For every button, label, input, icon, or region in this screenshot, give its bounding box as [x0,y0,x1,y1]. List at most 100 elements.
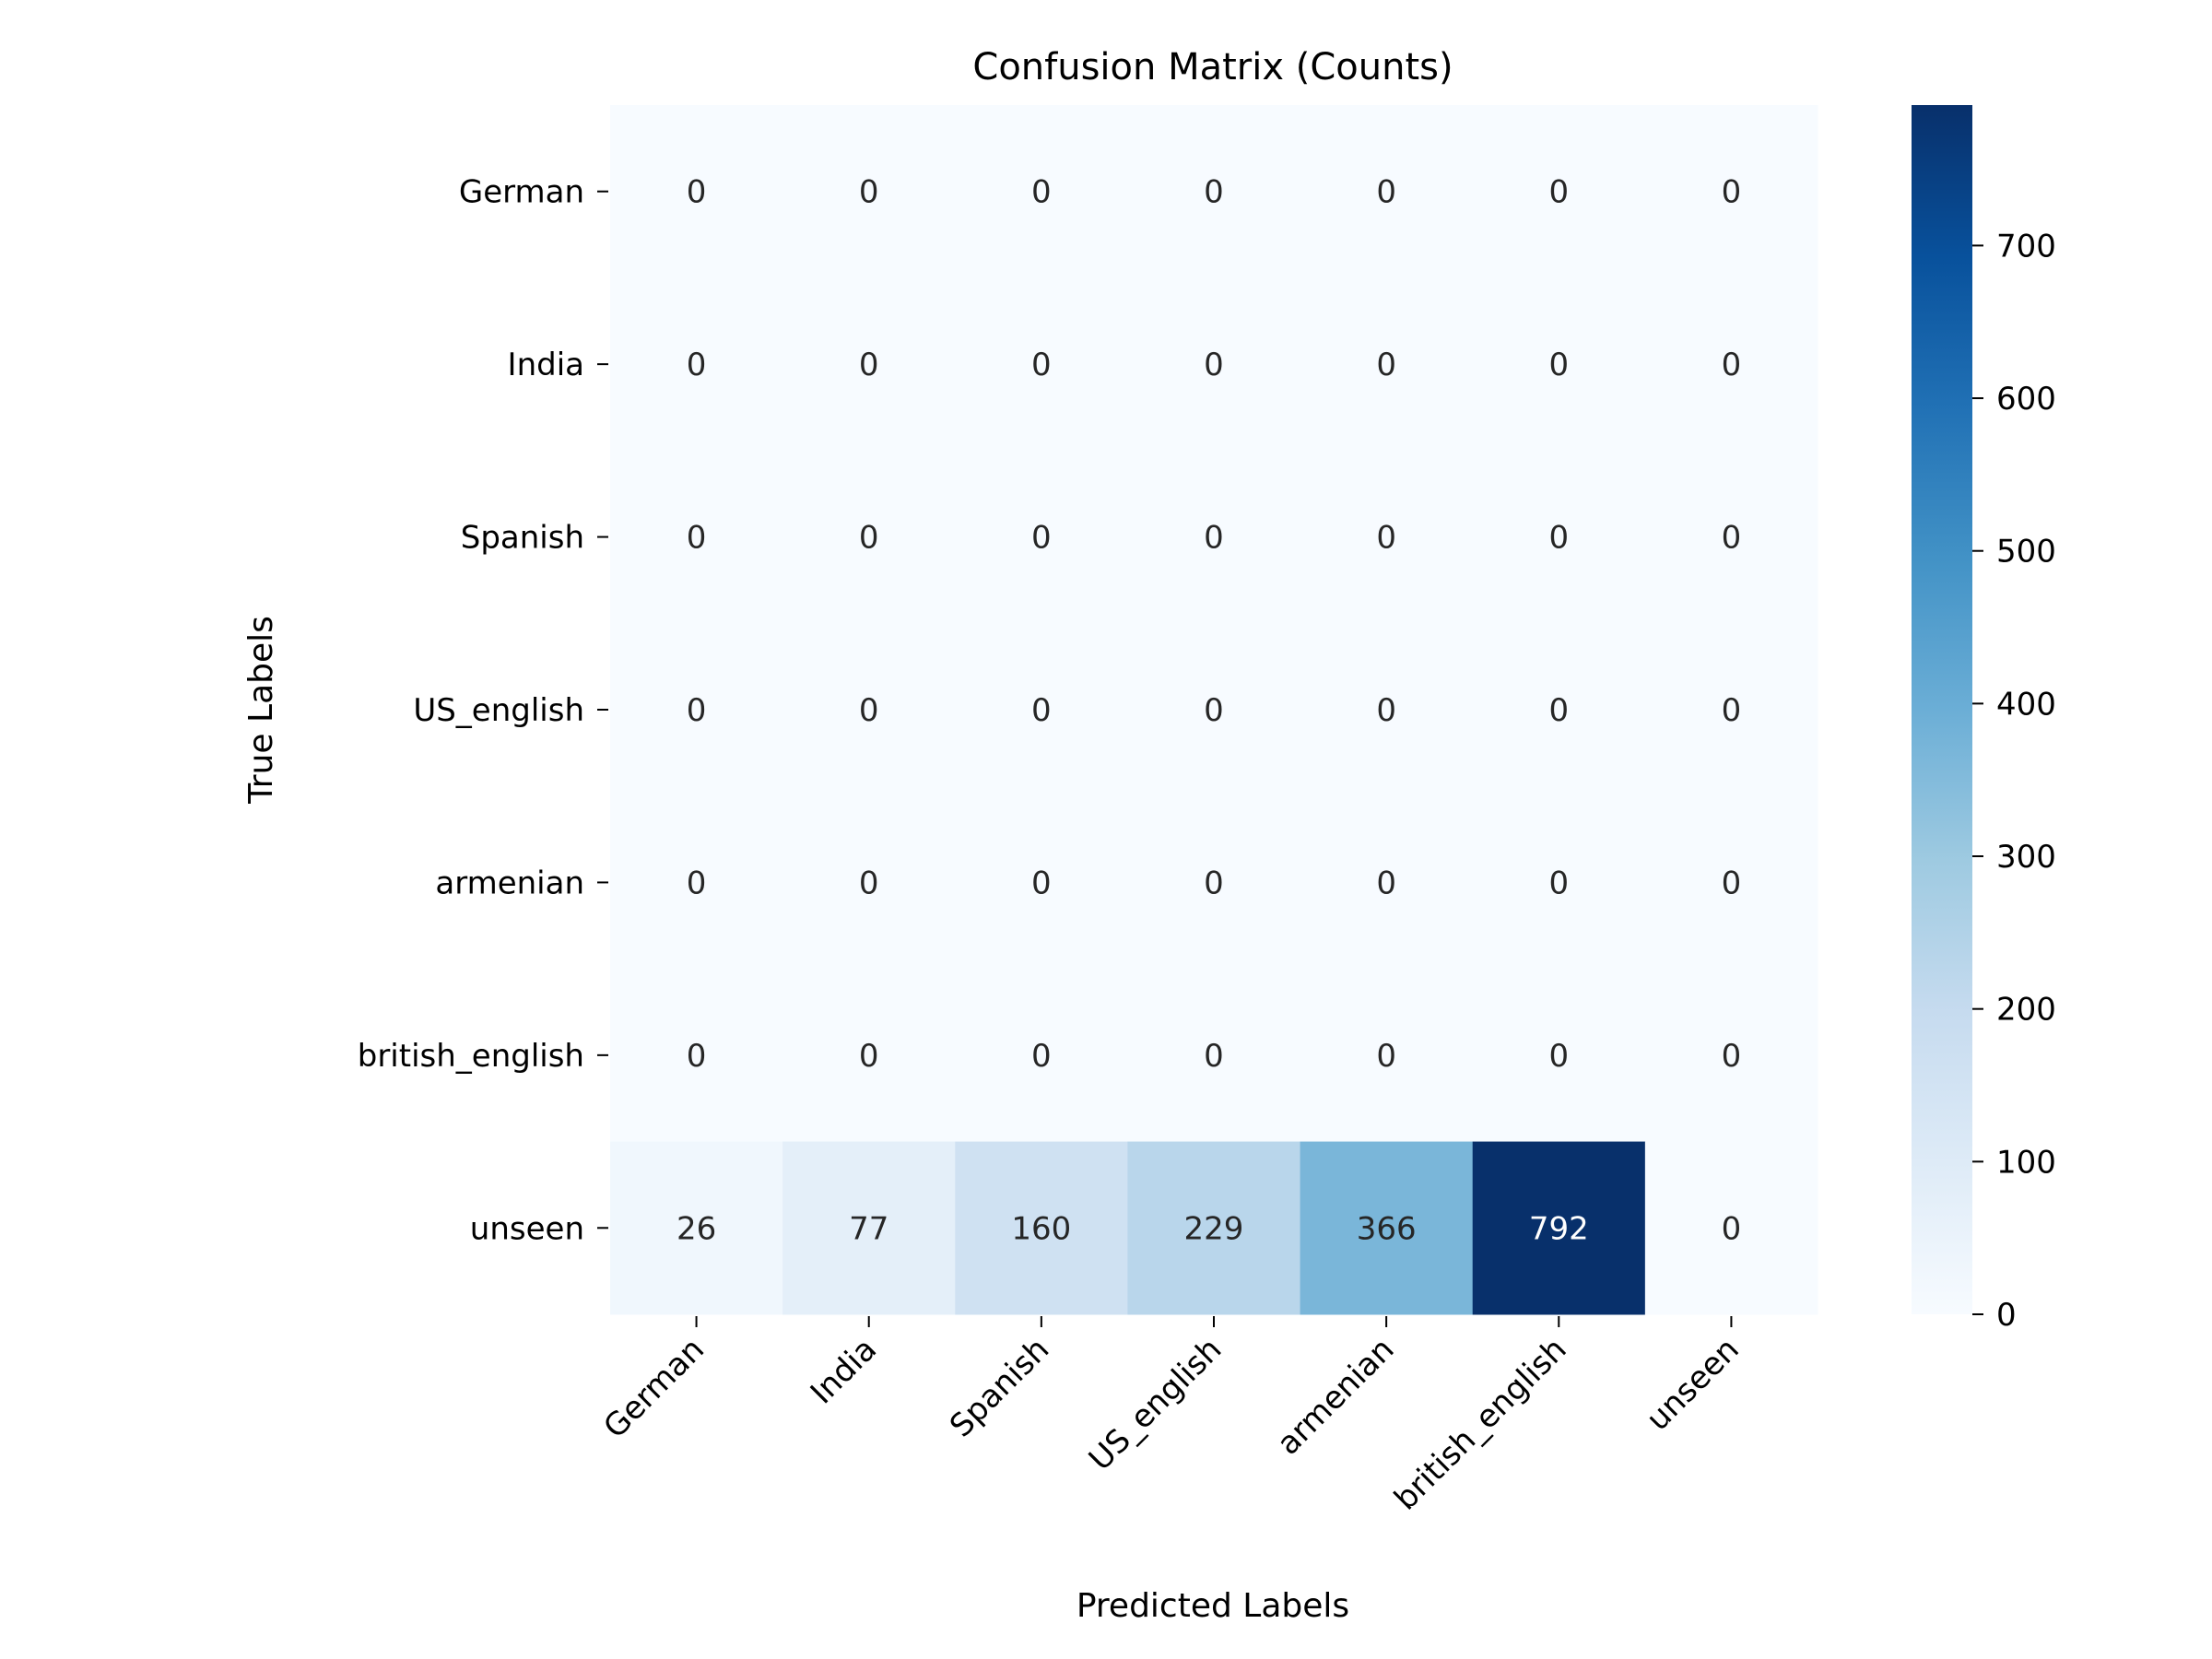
cell-value-label: 0 [859,692,879,729]
heatmap-cell [1300,450,1474,624]
heatmap-cell [1644,623,1818,797]
heatmap-annotations: 0 0 0 0 0 0 0 0 0 0 0 0 0 0 0 0 0 0 0 0 0 0 0 0 0 0 0 0 0 0 0 0 0 0 0 0 0 0 0 0… [677,174,1741,1248]
cell-value-label: 0 [687,1038,707,1075]
heatmap-cell [610,277,783,452]
heatmap-cell [782,969,956,1143]
cell-value-label: 0 [1722,692,1742,729]
cell-value-label: 0 [1548,865,1569,901]
heatmap-cells [610,105,1818,1315]
cell-value-label: 0 [859,347,879,383]
heatmap-cell [610,450,783,624]
cell-value-label: 0 [1204,865,1224,901]
colorbar-tick-label: 700 [1996,228,2056,265]
heatmap-cell [955,1141,1128,1315]
cell-value-label: 0 [1204,347,1224,383]
chart-title: Confusion Matrix (Counts) [972,46,1453,88]
heatmap-cell [782,105,956,278]
cell-value-label: 160 [1011,1210,1071,1247]
heatmap-cell [1644,277,1818,452]
y-tick-label: India [508,347,584,383]
cell-value-label: 0 [687,520,707,557]
x-tick-label: German [596,1331,712,1446]
colorbar-tick-label: 100 [1996,1144,2056,1181]
cell-value-label: 792 [1529,1210,1589,1247]
colorbar-tick-label: 500 [1996,534,2056,571]
heatmap-cell [1127,1141,1301,1315]
heatmap-cell [1644,105,1818,278]
cell-value-label: 0 [859,1038,879,1075]
heatmap-cell [1127,969,1301,1143]
y-tick-label: German [459,174,584,211]
cell-value-label: 0 [1031,174,1052,211]
heatmap-cell [955,969,1128,1143]
heatmap-cell [1300,105,1474,278]
cell-value-label: 0 [1031,1038,1052,1075]
cell-value-label: 0 [1548,1038,1569,1075]
cell-value-label: 0 [859,520,879,557]
heatmap-cell [955,277,1128,452]
y-tick-label: armenian [435,865,584,901]
cell-value-label: 0 [1722,520,1742,557]
cell-value-label: 77 [849,1210,888,1247]
cell-value-label: 0 [1548,347,1569,383]
cell-value-label: 0 [1548,520,1569,557]
heatmap-cell [1300,277,1474,452]
y-tick-label: US_english [413,692,584,729]
heatmap-cell [1127,105,1301,278]
heatmap-cell [1644,969,1818,1143]
cell-value-label: 0 [1548,692,1569,729]
heatmap-cell [610,623,783,797]
heatmap-cell [1127,277,1301,452]
cell-value-label: 0 [1376,865,1396,901]
cell-value-label: 0 [687,865,707,901]
x-tick-label: armenian [1270,1331,1402,1463]
heatmap-cell [782,623,956,797]
cell-value-label: 0 [859,865,879,901]
y-axis: German India Spanish US_english armenian brit… [358,174,608,1247]
cell-value-label: 0 [1376,347,1396,383]
cell-value-label: 0 [1376,692,1396,729]
cell-value-label: 0 [1204,1038,1224,1075]
x-tick-label: Spanish [943,1331,1056,1444]
y-tick-label: british_english [358,1038,584,1075]
cell-value-label: 0 [687,692,707,729]
cell-value-label: 366 [1357,1210,1417,1247]
colorbar-tick-label: 400 [1996,686,2056,723]
heatmap-cell [1127,795,1301,970]
colorbar-tick-label: 300 [1996,839,2056,876]
heatmap-cell [1472,105,1646,278]
heatmap-cell [1300,623,1474,797]
cell-value-label: 0 [1376,520,1396,557]
x-tick-label: US_english [1082,1331,1230,1478]
heatmap-cell [955,795,1128,970]
y-tick-label: Spanish [461,520,584,557]
colorbar-tick-label: 0 [1996,1297,2017,1334]
colorbar-tick-label: 600 [1996,381,2056,418]
heatmap-cell [782,277,956,452]
heatmap-cell [1300,795,1474,970]
heatmap-cell [610,969,783,1143]
heatmap-cell [1472,795,1646,970]
heatmap-cell [955,623,1128,797]
heatmap-cell [1300,1141,1474,1315]
cell-value-label: 26 [677,1210,716,1247]
colorbar: 0 100 200 300 400 500 600 700 [1912,105,2056,1334]
cell-value-label: 0 [1722,347,1742,383]
cell-value-label: 0 [687,347,707,383]
cell-value-label: 0 [687,174,707,211]
heatmap-cell [1472,969,1646,1143]
x-tick-label: India [804,1331,884,1411]
heatmap-cell [782,450,956,624]
cell-value-label: 0 [1204,692,1224,729]
y-tick-label: unseen [470,1210,584,1247]
heatmap-cell [1644,795,1818,970]
cell-value-label: 0 [859,174,879,211]
heatmap-cell [955,105,1128,278]
cell-value-label: 0 [1722,174,1742,211]
heatmap-cell [955,450,1128,624]
heatmap-cell [1300,969,1474,1143]
cell-value-label: 0 [1204,520,1224,557]
heatmap-cell [1472,277,1646,452]
heatmap-cell [782,795,956,970]
x-tick-label: british_english [1387,1331,1573,1517]
